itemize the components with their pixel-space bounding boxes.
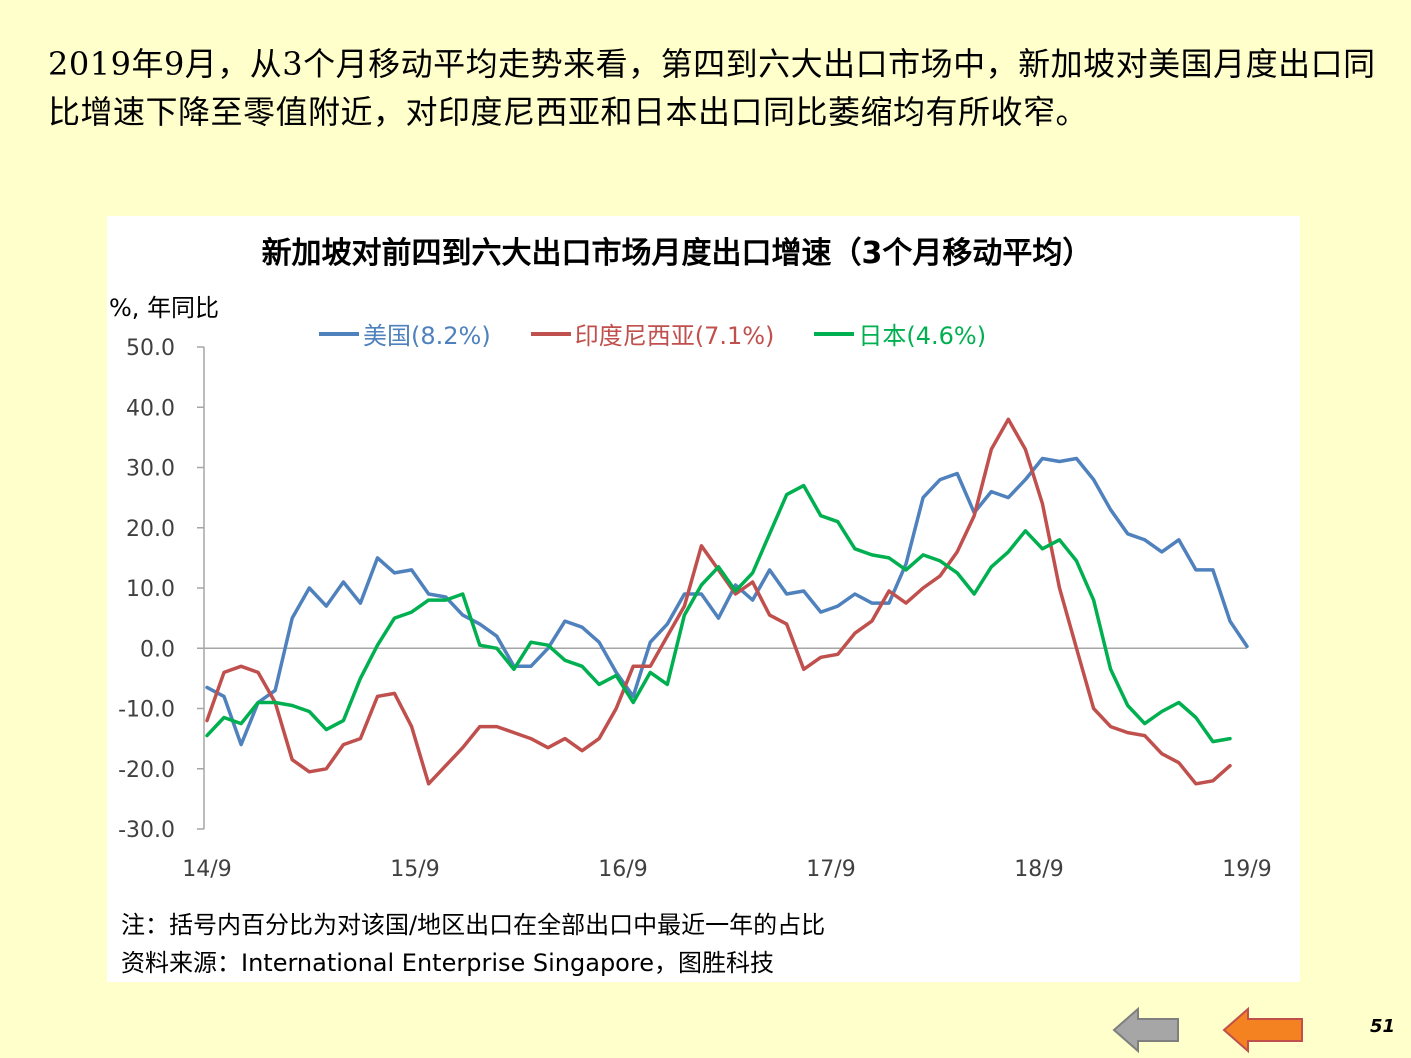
y-tick-label: 0.0 — [140, 637, 175, 662]
series-line-0 — [205, 456, 1249, 747]
chart-footnote: 注：括号内百分比为对该国/地区出口在全部出口中最近一年的占比 — [121, 911, 826, 939]
back-arrow-button[interactable] — [1112, 1006, 1182, 1054]
y-axis-unit-label: %, 年同比 — [109, 294, 220, 322]
legend-swatch-indonesia — [530, 331, 571, 336]
chart-title: 新加坡对前四到六大出口市场月度出口增速（3个月移动平均） — [261, 236, 1093, 271]
back-arrow-icon — [1112, 1006, 1179, 1054]
chart-panel: 新加坡对前四到六大出口市场月度出口增速（3个月移动平均） %, 年同比 美国(8… — [107, 216, 1300, 982]
chart-source: 资料来源：International Enterprise Singapore，… — [121, 949, 774, 977]
x-tick-label: 15/9 — [390, 857, 439, 882]
series-line-2 — [205, 483, 1232, 744]
x-tick-label: 17/9 — [806, 857, 855, 882]
x-tick-label: 14/9 — [182, 857, 231, 882]
y-tick-label: 30.0 — [126, 457, 175, 482]
y-tick-label: 50.0 — [126, 336, 175, 361]
legend-item-indonesia: 印度尼西亚(7.1%) — [530, 316, 775, 351]
x-tick-label: 18/9 — [1014, 857, 1063, 882]
y-tick-label: -30.0 — [118, 818, 175, 843]
legend-label-indonesia: 印度尼西亚(7.1%) — [574, 322, 775, 350]
y-tick-label: 10.0 — [126, 577, 175, 602]
legend-swatch-usa — [319, 331, 359, 336]
headline-text: 2019年9月，从3个月移动平均走势来看，第四到六大出口市场中，新加坡对美国月度… — [48, 45, 1376, 131]
legend-label-usa: 美国(8.2%) — [363, 322, 491, 350]
previous-arrow-button[interactable] — [1222, 1006, 1306, 1054]
chart-legend: 美国(8.2%) 印度尼西亚(7.1%) 日本(4.6%) — [319, 316, 986, 351]
x-tick-label: 19/9 — [1222, 857, 1271, 882]
y-tick-label: -20.0 — [118, 758, 175, 783]
y-tick-label: -10.0 — [118, 698, 175, 723]
legend-label-japan: 日本(4.6%) — [858, 322, 987, 350]
chart-notes: 注：括号内百分比为对该国/地区出口在全部出口中最近一年的占比 资料来源：Inte… — [121, 906, 825, 982]
line-chart-plot: 50.0 40.0 30.0 20.0 10.0 0.0 -10.0 -20.0 -30.0 14… — [118, 336, 1272, 882]
y-tick-label: 40.0 — [126, 396, 175, 421]
legend-item-japan: 日本(4.6%) — [814, 316, 986, 351]
legend-item-usa: 美国(8.2%) — [319, 316, 491, 351]
page-number: 51 — [1370, 1016, 1396, 1037]
x-tick-label: 16/9 — [598, 857, 647, 882]
y-tick-label: 20.0 — [126, 517, 175, 542]
previous-arrow-icon — [1222, 1006, 1303, 1054]
legend-swatch-japan — [814, 331, 855, 336]
